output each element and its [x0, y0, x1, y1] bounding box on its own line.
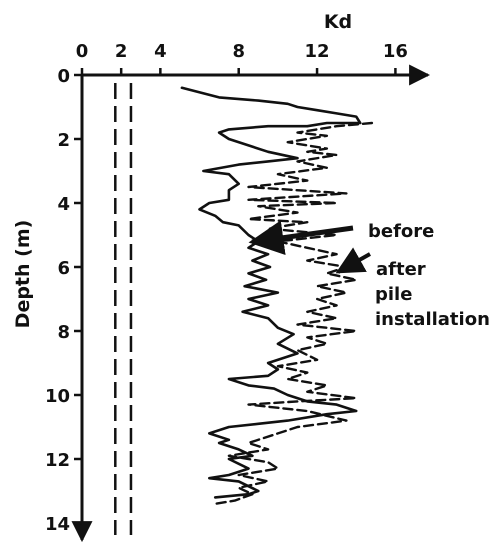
x-tick-label-0: 0: [76, 41, 89, 62]
y-tick-label-14: 14: [45, 514, 70, 535]
axes: [71, 64, 431, 543]
x-tick-label-2: 2: [115, 41, 128, 62]
y-axis-title: Depth (m): [12, 220, 34, 329]
x-tick-label-12: 12: [305, 41, 330, 62]
x-axis-title: Kd: [324, 11, 352, 33]
annotation-pile: pile: [375, 284, 412, 305]
annotation-installation: installation: [375, 309, 490, 330]
y-tick-label-6: 6: [57, 258, 70, 279]
annotation-before: before: [368, 221, 434, 242]
reference-lines: [114, 83, 133, 535]
y-tick-label-8: 8: [57, 322, 70, 343]
ticks: 0 2 4 8 12 16 0 2 4 6 8 10 12 14: [45, 41, 408, 535]
annotation-after: after: [376, 259, 426, 280]
y-tick-label-4: 4: [57, 194, 70, 215]
x-tick-label-16: 16: [383, 41, 408, 62]
series-layer: [180, 86, 374, 505]
series-before-line: [180, 86, 362, 499]
y-tick-label-0: 0: [57, 66, 70, 87]
series-after-line: [213, 121, 374, 505]
after-arrow: [335, 247, 371, 274]
y-tick-label-12: 12: [45, 450, 70, 471]
x-tick-label-8: 8: [232, 41, 245, 62]
x-tick-label-4: 4: [154, 41, 167, 62]
y-tick-label-2: 2: [57, 130, 70, 151]
before-arrow: [248, 220, 354, 256]
y-tick-label-10: 10: [45, 386, 70, 407]
